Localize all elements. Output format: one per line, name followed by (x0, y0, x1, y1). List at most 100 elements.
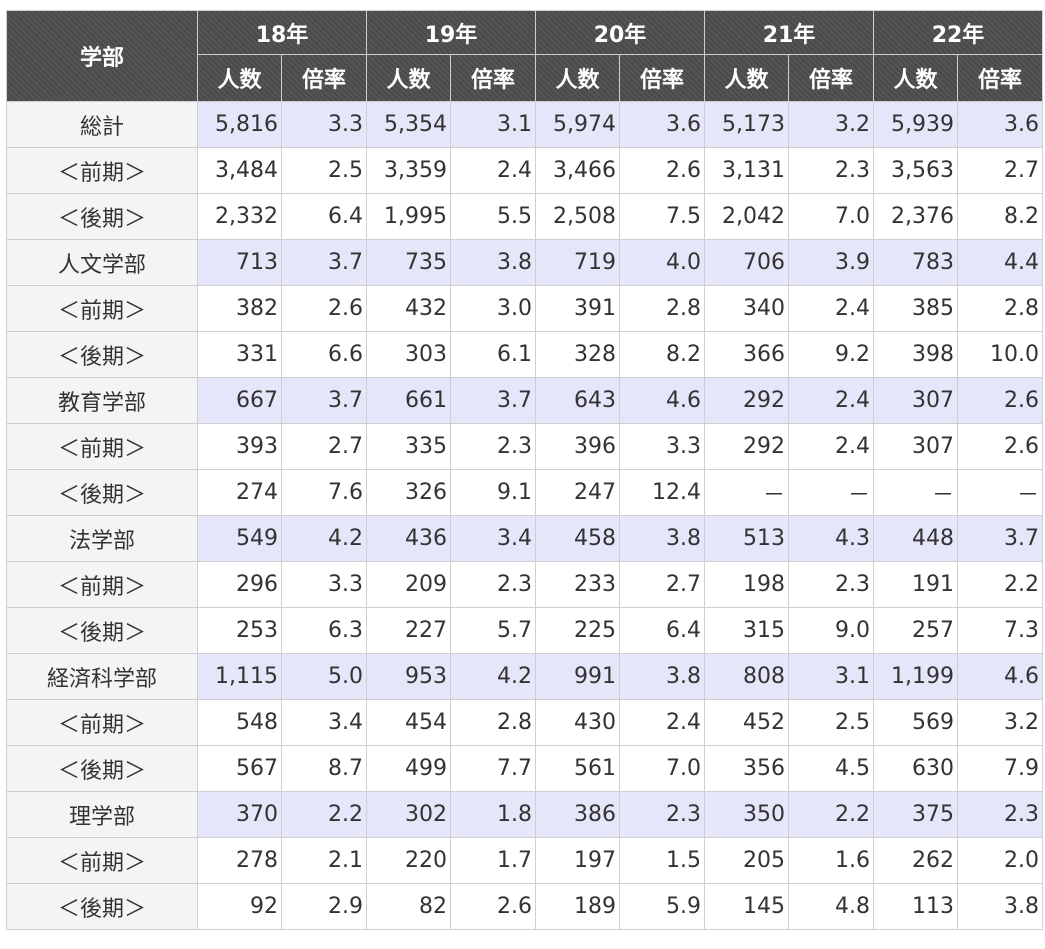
rate-cell: 2.3 (619, 791, 705, 838)
count-cell: 328 (535, 331, 620, 378)
count-cell: 5,939 (873, 101, 958, 148)
header-row-years: 学部 18年 19年 20年 21年 22年 (6, 10, 1043, 102)
table-body: 総計 5,816 3.3 5,354 3.1 5,974 3.6 5,173 3.2 5,939 3… (6, 101, 1043, 930)
rate-cell: 3.8 (619, 515, 705, 562)
count-cell: 340 (704, 285, 789, 332)
rate-cell: 2.8 (450, 699, 536, 746)
rate-cell: 1.8 (450, 791, 536, 838)
header-count: 人数 (197, 54, 282, 102)
table-row: 総計 5,816 3.3 5,354 3.1 5,974 3.6 5,173 3.2 5,939 3… (6, 101, 1043, 148)
count-cell: 1,995 (366, 193, 451, 240)
rate-cell: 3.9 (788, 239, 874, 286)
rate-cell: 7.0 (788, 193, 874, 240)
dept-name-cell: ＜前期＞ (6, 147, 198, 194)
count-cell: 292 (704, 423, 789, 470)
count-cell: 262 (873, 837, 958, 884)
table-row: 経済科学部 1,115 5.0 953 4.2 991 3.8 808 3.1 1,199 4.6 (6, 653, 1043, 700)
rate-cell: 2.3 (450, 561, 536, 608)
count-cell: 1,115 (197, 653, 282, 700)
count-cell: 561 (535, 745, 620, 792)
rate-cell: 3.7 (450, 377, 536, 424)
count-cell: 205 (704, 837, 789, 884)
rate-cell: 6.3 (281, 607, 367, 654)
rate-cell: 5.0 (281, 653, 367, 700)
count-cell: 643 (535, 377, 620, 424)
count-cell: － (704, 469, 789, 516)
count-cell: 253 (197, 607, 282, 654)
dept-name-cell: 経済科学部 (6, 653, 198, 700)
dept-name-cell: 教育学部 (6, 377, 198, 424)
rate-cell: 6.1 (450, 331, 536, 378)
count-cell: 274 (197, 469, 282, 516)
count-cell: 706 (704, 239, 789, 286)
count-cell: 350 (704, 791, 789, 838)
rate-cell: 2.9 (281, 883, 367, 930)
count-cell: 247 (535, 469, 620, 516)
rate-cell: 3.1 (788, 653, 874, 700)
rate-cell: 2.4 (788, 423, 874, 470)
count-cell: 375 (873, 791, 958, 838)
rate-cell: 2.4 (450, 147, 536, 194)
dept-name-cell: ＜前期＞ (6, 423, 198, 470)
count-cell: 335 (366, 423, 451, 470)
rate-cell: 3.2 (957, 699, 1043, 746)
count-cell: 197 (535, 837, 620, 884)
table-row: ＜後期＞ 2,332 6.4 1,995 5.5 2,508 7.5 2,042 7.0 2,37… (6, 193, 1043, 240)
count-cell: 953 (366, 653, 451, 700)
header-dept: 学部 (6, 10, 198, 102)
header-count: 人数 (535, 54, 620, 102)
count-cell: 307 (873, 423, 958, 470)
count-cell: 391 (535, 285, 620, 332)
rate-cell: 3.8 (619, 653, 705, 700)
count-cell: 630 (873, 745, 958, 792)
count-cell: 2,332 (197, 193, 282, 240)
count-cell: － (873, 469, 958, 516)
dept-name-cell: ＜後期＞ (6, 331, 198, 378)
header-year: 18年 (197, 10, 367, 55)
header-count: 人数 (704, 54, 789, 102)
count-cell: 430 (535, 699, 620, 746)
rate-cell: 4.5 (788, 745, 874, 792)
rate-cell: 3.6 (619, 101, 705, 148)
rate-cell: 8.2 (957, 193, 1043, 240)
table-row: ＜後期＞ 331 6.6 303 6.1 328 8.2 366 9.2 398 10.0 (6, 331, 1043, 378)
table-row: ＜前期＞ 3,484 2.5 3,359 2.4 3,466 2.6 3,131 2.3 3,56… (6, 147, 1043, 194)
rate-cell: 7.7 (450, 745, 536, 792)
rate-cell: 1.7 (450, 837, 536, 884)
dept-name-cell: 法学部 (6, 515, 198, 562)
count-cell: 257 (873, 607, 958, 654)
table-row: 人文学部 713 3.7 735 3.8 719 4.0 706 3.9 783 4.4 (6, 239, 1043, 286)
count-cell: 302 (366, 791, 451, 838)
count-cell: 783 (873, 239, 958, 286)
count-cell: 1,199 (873, 653, 958, 700)
rate-cell: 3.2 (788, 101, 874, 148)
rate-cell: 2.8 (619, 285, 705, 332)
count-cell: 436 (366, 515, 451, 562)
header-rate: 倍率 (619, 54, 705, 102)
rate-cell: 2.8 (957, 285, 1043, 332)
rate-cell: 2.2 (281, 791, 367, 838)
count-cell: 209 (366, 561, 451, 608)
rate-cell: 7.3 (957, 607, 1043, 654)
count-cell: 82 (366, 883, 451, 930)
count-cell: 808 (704, 653, 789, 700)
rate-cell: 3.1 (450, 101, 536, 148)
count-cell: 386 (535, 791, 620, 838)
count-cell: 499 (366, 745, 451, 792)
table-row: ＜前期＞ 296 3.3 209 2.3 233 2.7 198 2.3 191 2.2 (6, 561, 1043, 608)
dept-name-cell: 総計 (6, 101, 198, 148)
count-cell: 452 (704, 699, 789, 746)
rate-cell: 4.3 (788, 515, 874, 562)
count-cell: 3,466 (535, 147, 620, 194)
count-cell: 567 (197, 745, 282, 792)
table-row: ＜前期＞ 382 2.6 432 3.0 391 2.8 340 2.4 385 2.8 (6, 285, 1043, 332)
applicants-table: 学部 18年 19年 20年 21年 22年 人数 倍率 人数 倍率 人数 倍率… (6, 10, 1043, 930)
rate-cell: 2.3 (957, 791, 1043, 838)
count-cell: 5,354 (366, 101, 451, 148)
count-cell: 198 (704, 561, 789, 608)
header-count: 人数 (873, 54, 958, 102)
rate-cell: 2.2 (788, 791, 874, 838)
rate-cell: 4.2 (281, 515, 367, 562)
count-cell: 145 (704, 883, 789, 930)
count-cell: 667 (197, 377, 282, 424)
